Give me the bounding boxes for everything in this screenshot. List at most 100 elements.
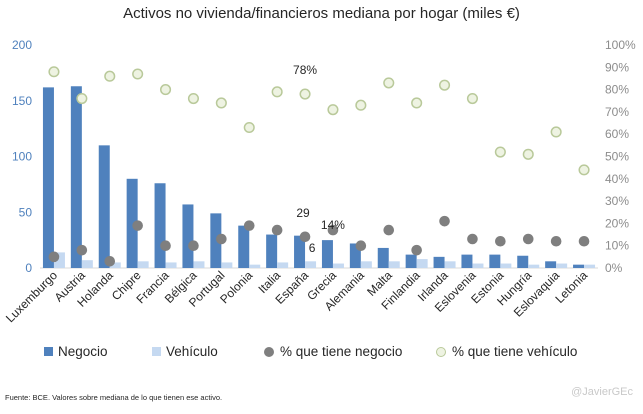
right-axis: 0% 10% 20% 30% 40% 50% 60% 70% 80% 90% 100% xyxy=(605,38,636,275)
bar-negocio-eslovaquia xyxy=(545,261,557,268)
right-tick-label: 10% xyxy=(605,239,629,253)
bar-vehiculo-eslovaquia xyxy=(556,263,568,268)
legend-label-negocio: Negocio xyxy=(58,344,108,359)
right-tick-label: 50% xyxy=(605,150,629,164)
bar-vehiculo-polonia xyxy=(249,264,261,268)
point-que-tiene-vehiculo-grecia xyxy=(327,104,339,116)
annotation-29: 29 xyxy=(296,206,310,220)
bar-negocio-estonia xyxy=(489,254,501,268)
annotation-14: 14% xyxy=(321,218,345,232)
annotation-78: 78% xyxy=(293,63,317,77)
bar-vehiculo-belgica xyxy=(193,261,205,268)
right-tick-label: 30% xyxy=(605,194,629,208)
bar-vehiculo-austria xyxy=(81,260,93,268)
point-que-tiene-vehiculo-hungria xyxy=(522,148,534,160)
bar-negocio-letonia xyxy=(573,264,585,268)
point-que-tiene-negocio-irlanda xyxy=(439,215,450,227)
bar-negocio-holanda xyxy=(98,145,110,268)
left-tick-label: 0 xyxy=(25,261,32,275)
annotation-6: 6 xyxy=(309,241,316,255)
bar-negocio-polonia xyxy=(238,225,250,268)
bar-negocio-alemania xyxy=(349,243,361,268)
bar-negocio-espana xyxy=(294,235,306,268)
right-tick-label: 20% xyxy=(605,216,629,230)
point-que-tiene-negocio-holanda xyxy=(104,256,116,267)
point-que-tiene-vehiculo-eslovenia xyxy=(466,92,479,105)
legend-label-pct-vehiculo: % que tiene vehículo xyxy=(452,344,578,359)
point-que-tiene-vehiculo-irlanda xyxy=(439,79,451,91)
left-tick-label: 200 xyxy=(12,38,32,52)
point-que-tiene-negocio-malta xyxy=(383,224,395,236)
bar-negocio-grecia xyxy=(321,240,333,268)
bar-negocio-hungria xyxy=(517,255,529,268)
point-que-tiene-vehiculo-eslovaquia xyxy=(550,126,562,138)
bar-negocio-chipre xyxy=(126,178,138,268)
x-axis-labels: LuxemburgoAustriaHolandaChipreFranciaBél… xyxy=(3,268,590,325)
right-tick-label: 100% xyxy=(605,38,636,52)
point-que-tiene-vehiculo-estonia xyxy=(494,146,506,158)
bars-layer xyxy=(42,86,596,269)
legend-marker-pct-negocio xyxy=(264,346,274,357)
point-que-tiene-negocio-francia xyxy=(160,240,171,251)
points-layer xyxy=(48,66,590,267)
bar-vehiculo-irlanda xyxy=(444,261,456,268)
bar-vehiculo-luxemburgo xyxy=(53,252,65,268)
source-note: Fuente: BCE. Valores sobre mediana de lo… xyxy=(5,393,223,402)
point-que-tiene-vehiculo-malta xyxy=(383,77,395,89)
bar-negocio-irlanda xyxy=(433,256,445,268)
right-tick-label: 70% xyxy=(605,105,629,119)
point-que-tiene-negocio-finlandia xyxy=(411,244,422,256)
legend-item-pct-vehiculo: % que tiene vehículo xyxy=(436,344,577,359)
bar-negocio-luxemburgo xyxy=(42,87,54,269)
bar-vehiculo-chipre xyxy=(137,261,149,268)
author-credit: @JavierGEc xyxy=(571,386,633,398)
bar-negocio-finlandia xyxy=(405,254,417,268)
legend-item-negocio: Negocio xyxy=(44,344,108,359)
right-tick-label: 90% xyxy=(605,60,629,74)
legend-swatch-negocio xyxy=(44,347,53,356)
right-tick-label: 0% xyxy=(605,261,623,275)
bar-vehiculo-portugal xyxy=(221,262,233,268)
point-que-tiene-vehiculo-holanda xyxy=(104,70,116,82)
point-que-tiene-negocio-austria xyxy=(76,244,88,256)
point-que-tiene-negocio-hungria xyxy=(522,233,534,245)
point-que-tiene-negocio-luxemburgo xyxy=(48,251,60,263)
point-que-tiene-negocio-eslovaquia xyxy=(550,235,562,247)
bar-vehiculo-estonia xyxy=(500,263,512,268)
point-que-tiene-negocio-portugal xyxy=(216,233,227,245)
bar-vehiculo-italia xyxy=(277,262,289,268)
point-que-tiene-negocio-polonia xyxy=(243,220,255,231)
right-tick-label: 80% xyxy=(605,83,629,97)
bar-vehiculo-alemania xyxy=(360,261,372,268)
left-tick-label: 150 xyxy=(12,94,32,108)
legend-marker-pct-vehiculo xyxy=(436,346,446,357)
bar-negocio-portugal xyxy=(210,213,222,268)
bar-vehiculo-grecia xyxy=(332,263,344,268)
left-tick-label: 100 xyxy=(12,150,32,164)
point-que-tiene-vehiculo-francia xyxy=(160,84,172,96)
bar-vehiculo-eslovenia xyxy=(472,263,484,268)
point-que-tiene-vehiculo-portugal xyxy=(215,97,227,109)
point-que-tiene-vehiculo-luxemburgo xyxy=(48,66,60,78)
bar-vehiculo-hungria xyxy=(528,264,540,268)
point-que-tiene-negocio-belgica xyxy=(188,240,199,251)
point-que-tiene-negocio-grecia xyxy=(327,224,339,236)
point-que-tiene-vehiculo-alemania xyxy=(355,99,367,111)
point-que-tiene-negocio-estonia xyxy=(495,235,506,247)
point-que-tiene-vehiculo-italia xyxy=(271,86,283,98)
point-que-tiene-vehiculo-espana xyxy=(299,88,311,100)
point-que-tiene-negocio-letonia xyxy=(578,235,590,247)
point-que-tiene-negocio-eslovenia xyxy=(467,233,478,245)
legend-swatch-vehiculo xyxy=(152,347,161,356)
bar-vehiculo-malta xyxy=(388,261,400,268)
bar-vehiculo-espana xyxy=(305,261,317,268)
x-label-luxemburgo: Luxemburgo xyxy=(3,268,60,325)
point-que-tiene-vehiculo-belgica xyxy=(187,92,199,105)
bar-negocio-italia xyxy=(266,234,278,268)
point-que-tiene-vehiculo-austria xyxy=(76,92,88,105)
bar-negocio-eslovenia xyxy=(461,254,473,268)
bar-negocio-belgica xyxy=(182,204,194,268)
chart-title: Activos no vivienda/financieros mediana … xyxy=(123,5,520,22)
